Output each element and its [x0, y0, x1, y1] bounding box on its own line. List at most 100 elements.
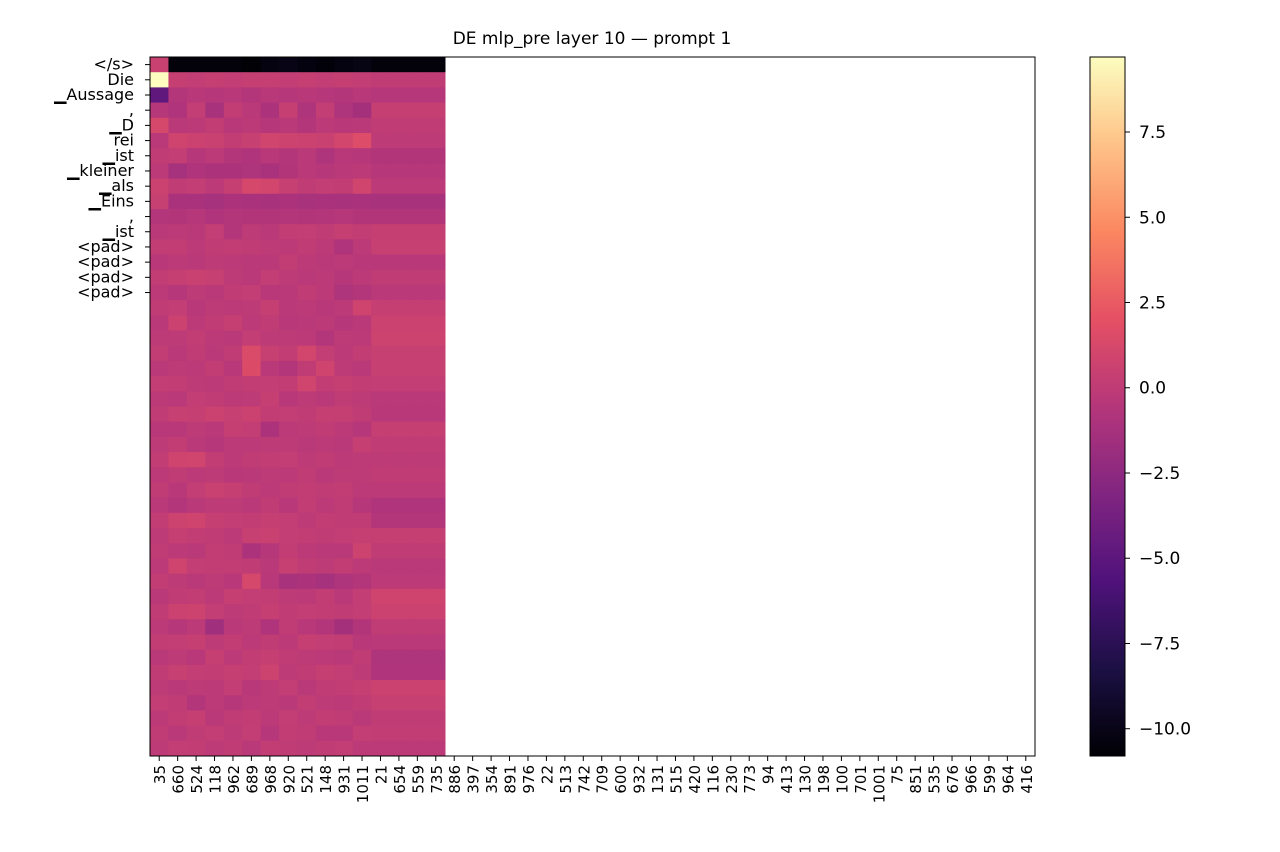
heatmap-cell — [186, 269, 206, 286]
heatmap-cell — [389, 588, 409, 605]
heatmap-cell — [150, 239, 169, 256]
heatmap-cell — [426, 57, 446, 73]
heatmap-cell — [389, 117, 409, 134]
heatmap-cell — [408, 300, 428, 316]
heatmap-cell — [223, 117, 243, 134]
heatmap-cell — [186, 208, 206, 225]
heatmap-cell — [279, 102, 298, 119]
heatmap-cell — [205, 163, 225, 180]
heatmap-cell — [279, 269, 298, 286]
heatmap-cell — [242, 619, 262, 635]
heatmap-cell — [260, 300, 280, 316]
heatmap-cell — [223, 482, 243, 499]
heatmap-cell — [371, 239, 391, 256]
heatmap-cell — [242, 528, 262, 544]
heatmap-cell — [242, 360, 262, 377]
heatmap-cell — [408, 421, 428, 438]
heatmap-cell — [426, 406, 446, 423]
heatmap-cell — [150, 193, 169, 210]
heatmap-cell — [242, 512, 262, 529]
heatmap-cell — [315, 208, 335, 225]
heatmap-cell — [297, 254, 317, 271]
heatmap-cell — [205, 376, 225, 392]
heatmap-cell — [260, 528, 280, 544]
heatmap-cell — [408, 117, 428, 134]
chart-title: DE mlp_pre layer 10 — prompt 1 — [453, 29, 732, 49]
x-tick-label: 130 — [797, 765, 815, 794]
heatmap-cell — [389, 72, 409, 88]
heatmap-cell — [389, 376, 409, 392]
heatmap-cell — [408, 512, 428, 529]
x-tick-label: 521 — [299, 765, 317, 794]
heatmap-cell — [352, 148, 372, 164]
heatmap-cell — [168, 360, 188, 377]
heatmap-cell — [352, 102, 372, 119]
heatmap-cell — [334, 269, 354, 286]
x-tick-label: 676 — [944, 765, 962, 794]
heatmap-cell — [334, 406, 354, 423]
heatmap-cell — [334, 649, 354, 666]
heatmap-cell — [168, 178, 188, 195]
heatmap-cell — [389, 634, 409, 651]
heatmap-cell — [223, 634, 243, 651]
heatmap-cell — [352, 163, 372, 180]
heatmap-cell — [352, 406, 372, 423]
x-tick-label: 94 — [760, 765, 778, 784]
heatmap-cell — [297, 680, 317, 696]
heatmap-cell — [315, 649, 335, 666]
heatmap-cell — [242, 117, 262, 134]
heatmap-cell — [408, 406, 428, 423]
heatmap-cell — [242, 193, 262, 210]
heatmap-cell — [315, 300, 335, 316]
heatmap-cell — [408, 482, 428, 499]
heatmap-cell — [315, 330, 335, 347]
heatmap-cell — [408, 467, 428, 483]
heatmap-cell — [168, 573, 188, 590]
heatmap-cell — [426, 300, 446, 316]
y-tick-label: ▁Eins — [88, 191, 134, 210]
heatmap-cell — [168, 543, 188, 559]
heatmap-cell — [186, 193, 206, 210]
x-tick-label: 966 — [962, 765, 980, 794]
heatmap-cell — [408, 254, 428, 271]
heatmap-cell — [223, 436, 243, 453]
x-tick-label: 742 — [575, 765, 593, 794]
heatmap-cell — [242, 634, 262, 651]
heatmap-cell — [334, 391, 354, 407]
heatmap-cell — [223, 102, 243, 119]
heatmap-cell — [426, 482, 446, 499]
heatmap-cell — [205, 300, 225, 316]
heatmap-cell — [205, 528, 225, 544]
heatmap-cell — [334, 421, 354, 438]
heatmap-cell — [205, 345, 225, 362]
heatmap-cell — [297, 102, 317, 119]
heatmap-cell — [426, 558, 446, 575]
heatmap-cell — [260, 315, 280, 332]
heatmap-cell — [186, 57, 206, 73]
heatmap-cell — [223, 391, 243, 407]
heatmap-cell — [334, 543, 354, 559]
heatmap-cell — [260, 102, 280, 119]
heatmap-cell — [315, 634, 335, 651]
heatmap-cell — [408, 573, 428, 590]
heatmap-cell — [389, 619, 409, 635]
heatmap-cell — [186, 482, 206, 499]
heatmap-cell — [426, 360, 446, 377]
heatmap-cell — [334, 163, 354, 180]
heatmap-cell — [334, 102, 354, 119]
heatmap-cell — [334, 634, 354, 651]
heatmap-cell — [297, 208, 317, 225]
heatmap-cell — [315, 604, 335, 620]
heatmap-cell — [352, 619, 372, 635]
heatmap-cell — [352, 300, 372, 316]
heatmap-cell — [150, 72, 169, 88]
heatmap-cell — [186, 436, 206, 453]
heatmap-cell — [408, 497, 428, 514]
heatmap-cell — [150, 87, 169, 104]
heatmap-cell — [279, 452, 298, 468]
heatmap-cell — [186, 588, 206, 605]
heatmap-cell — [150, 619, 169, 635]
heatmap-cell — [223, 315, 243, 332]
heatmap-cell — [168, 239, 188, 256]
heatmap-cell — [168, 528, 188, 544]
